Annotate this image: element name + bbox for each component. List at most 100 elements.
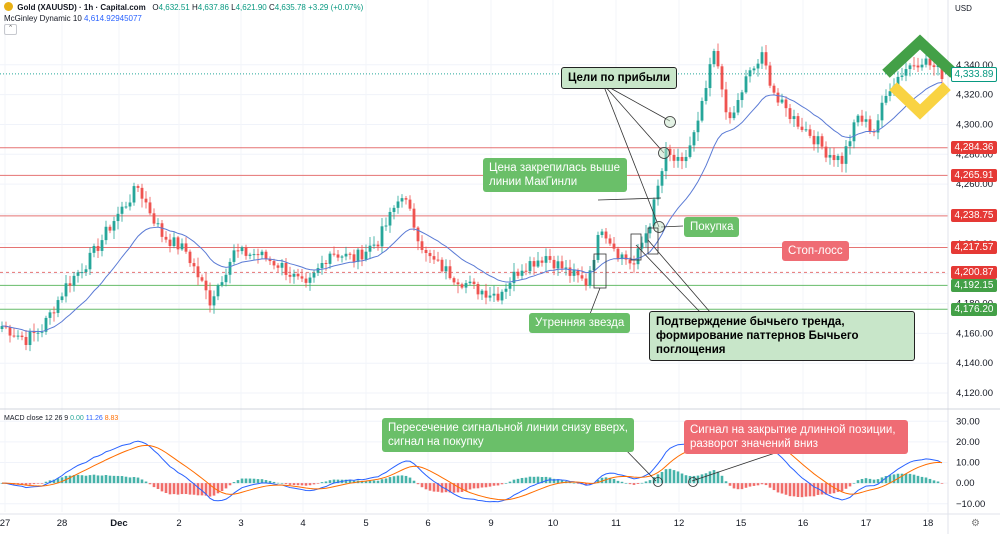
- candle-body: [396, 201, 400, 208]
- macd-histogram-bar: [516, 478, 520, 484]
- macd-histogram-bar: [876, 479, 880, 484]
- candle-body: [332, 253, 336, 255]
- macd-tick-label: 30.00: [956, 416, 980, 427]
- price-level-tag: 4,192.15: [951, 278, 997, 292]
- candle-body: [660, 171, 664, 186]
- candle-body: [240, 247, 244, 252]
- macd-histogram-bar: [552, 478, 556, 484]
- macd-histogram-bar: [352, 480, 356, 484]
- candle-body: [136, 186, 140, 188]
- candle-body: [912, 65, 916, 67]
- pointer-line: [635, 244, 701, 313]
- macd-histogram-bar: [428, 483, 432, 491]
- settings-gear-icon[interactable]: ⚙: [971, 518, 980, 529]
- watermark-logo: [882, 34, 958, 120]
- candle-body: [848, 141, 852, 147]
- candle-body: [884, 95, 888, 103]
- macd-histogram-bar: [156, 483, 160, 489]
- pointer-line: [597, 197, 662, 201]
- macd-line: [1, 420, 943, 503]
- candle-body: [800, 126, 804, 130]
- candle-body: [428, 252, 432, 257]
- candle-body: [852, 122, 856, 142]
- macd-histogram-bar: [372, 480, 376, 484]
- macd-exit-circle: [688, 477, 698, 487]
- macd-histogram-bar: [508, 481, 512, 484]
- macd-histogram-bar: [316, 483, 320, 484]
- candles: [0, 43, 944, 352]
- macd-histogram-bar: [440, 483, 444, 493]
- candle-body: [708, 64, 712, 89]
- macd-histogram-bar: [660, 471, 664, 484]
- macd-histogram-bar: [288, 483, 292, 485]
- price-tick-label: 4,320.00: [956, 90, 993, 101]
- macd-header: MACD close 12 26 9 0.00 11.26 8.83: [4, 415, 119, 422]
- price-level-tag: 4,265.91: [951, 168, 997, 182]
- candle-body: [300, 276, 304, 279]
- macd-histogram-bar: [604, 477, 608, 484]
- candle-body: [208, 290, 212, 306]
- candle-body: [680, 156, 684, 162]
- candle-body: [696, 120, 700, 133]
- macd-histogram-bar: [160, 483, 164, 492]
- macd-histogram-bar: [812, 483, 816, 497]
- collapse-legend-button[interactable]: ⌃: [4, 24, 17, 35]
- candle-body: [524, 270, 528, 272]
- macd-histogram-bar: [44, 481, 48, 484]
- macd-histogram-bar: [880, 477, 884, 484]
- price-level-tag: 4,284.36: [951, 141, 997, 155]
- macd-histogram-bar: [676, 471, 680, 484]
- candle-body: [120, 206, 124, 214]
- macd-histogram-bar: [320, 482, 324, 484]
- macd-histogram-bar: [616, 480, 620, 484]
- candle-body: [728, 112, 732, 119]
- macd-histogram-bar: [704, 473, 708, 484]
- candle-body: [692, 132, 696, 146]
- time-tick-label: 15: [736, 518, 747, 529]
- candle-body: [252, 254, 256, 256]
- candle-body: [320, 263, 324, 269]
- macd-histogram-bar: [448, 483, 452, 493]
- candle-body: [716, 51, 720, 67]
- candle-body: [336, 254, 340, 258]
- candle-body: [580, 275, 584, 279]
- candle-body: [540, 260, 544, 263]
- candle-body: [372, 244, 376, 246]
- indicator-name[interactable]: McGinley Dynamic 10: [4, 14, 82, 23]
- macd-histogram-bar: [752, 483, 756, 486]
- candle-body: [264, 251, 268, 259]
- candle-body: [744, 76, 748, 93]
- morning-star-box: [593, 253, 607, 289]
- macd-histogram-bar: [556, 479, 560, 484]
- candle-body: [348, 253, 352, 255]
- currency-label[interactable]: USD: [955, 4, 972, 13]
- macd-histogram-bar: [932, 480, 936, 484]
- macd-histogram-bar: [412, 480, 416, 484]
- macd-histogram-bar: [72, 475, 76, 484]
- candle-body: [180, 243, 184, 250]
- candle-body: [224, 274, 228, 283]
- macd-histogram-bar: [336, 479, 340, 484]
- candle-body: [36, 332, 40, 334]
- candle-body: [736, 100, 740, 113]
- macd-histogram-bar: [420, 483, 424, 488]
- macd-histogram-bar: [112, 475, 116, 484]
- macd-histogram-bar: [680, 473, 684, 484]
- profit-targets-label: Цели по прибыли: [561, 67, 678, 89]
- candle-body: [296, 273, 300, 277]
- price-level-tag: 4,217.57: [951, 240, 997, 254]
- candle-body: [104, 226, 108, 241]
- macd-histogram-bar: [400, 475, 404, 484]
- candle-body: [140, 187, 144, 199]
- time-tick-label: 5: [363, 518, 368, 529]
- time-tick-label: 11: [611, 518, 621, 529]
- candle-body: [288, 274, 292, 277]
- macd-histogram-bar: [868, 478, 872, 484]
- candle-body: [648, 226, 652, 234]
- candle-body: [96, 245, 100, 251]
- price-level-tag: 4,238.75: [951, 209, 997, 223]
- macd-histogram-bar: [744, 483, 748, 488]
- pointer-line: [589, 287, 601, 315]
- macd-title[interactable]: MACD close 12 26 9: [4, 415, 69, 422]
- candle-body: [820, 136, 824, 147]
